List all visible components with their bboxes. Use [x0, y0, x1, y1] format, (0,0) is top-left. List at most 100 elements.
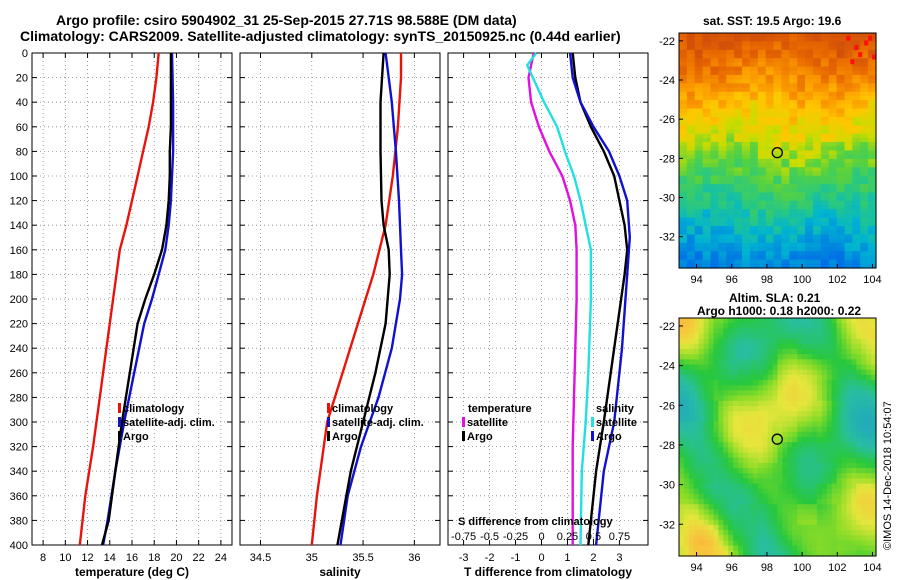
- map-cell: [864, 209, 869, 215]
- map-cell: [722, 259, 727, 265]
- map-cell: [836, 359, 843, 366]
- map-cell: [682, 196, 688, 202]
- map-cell: [742, 49, 747, 55]
- map-cell: [683, 545, 690, 552]
- map-cell: [812, 213, 818, 219]
- map-cell: [769, 108, 775, 114]
- map-cell: [812, 154, 818, 160]
- map-cell: [706, 79, 712, 84]
- map-cell: [856, 416, 862, 423]
- map-cell: [872, 175, 877, 181]
- map-cell: [745, 79, 751, 84]
- map-cell: [694, 242, 700, 248]
- map-cell: [745, 158, 751, 164]
- map-cell: [824, 62, 830, 68]
- map-cell: [856, 121, 861, 126]
- map-cell: [841, 359, 848, 366]
- map-cell: [708, 421, 715, 428]
- map-cell: [848, 37, 853, 42]
- map-cell: [694, 188, 700, 194]
- map-cell: [826, 426, 833, 433]
- map-cell: [765, 70, 771, 76]
- map-cell: [749, 247, 755, 252]
- map-cell: [777, 369, 784, 376]
- map-cell: [811, 468, 818, 474]
- map-cell: [793, 158, 798, 164]
- map-cell: [840, 142, 846, 147]
- map-cell: [698, 133, 704, 139]
- map-cell: [801, 112, 806, 118]
- map-cell: [866, 468, 872, 474]
- map-cell: [734, 238, 739, 244]
- map-cell: [836, 104, 842, 110]
- map-cell: [840, 259, 846, 265]
- map-cell: [728, 400, 734, 407]
- map-cell: [762, 323, 769, 329]
- map-cell: [683, 535, 690, 542]
- map-cell: [777, 540, 784, 547]
- map-cell: [802, 493, 808, 500]
- map-cell: [856, 328, 862, 335]
- map-cell: [812, 37, 818, 42]
- map-cell: [765, 188, 771, 194]
- map-cell: [683, 354, 690, 360]
- map-cell: [743, 550, 749, 557]
- map-cell: [828, 150, 834, 156]
- map-cell: [713, 349, 719, 355]
- map-cell: [749, 255, 755, 261]
- map-cell: [840, 112, 846, 118]
- map-cell: [793, 259, 798, 265]
- map-cell: [846, 343, 852, 350]
- map-cell: [722, 263, 727, 269]
- map-cell: [856, 133, 861, 139]
- map-cell: [718, 221, 723, 227]
- map-cell: [781, 100, 786, 105]
- map-cell: [828, 45, 834, 51]
- map-cell: [861, 473, 867, 479]
- map-cell: [861, 426, 867, 433]
- map-cell: [718, 473, 724, 479]
- map-cell: [840, 62, 846, 68]
- map-cell: [828, 171, 834, 177]
- map-cell: [690, 247, 696, 252]
- map-cell: [851, 540, 857, 547]
- map-cell: [832, 163, 838, 168]
- map-cell: [836, 179, 842, 185]
- map-cell: [710, 116, 716, 122]
- map-cell: [728, 421, 734, 428]
- map-cell: [706, 255, 712, 261]
- map-cell: [782, 457, 788, 464]
- map-cell: [848, 74, 853, 80]
- map-cell: [690, 209, 696, 215]
- map-cell: [738, 400, 744, 407]
- map-cell: [824, 175, 830, 181]
- map-cell: [745, 142, 751, 147]
- map-cell: [826, 530, 833, 536]
- map-cell: [757, 504, 764, 511]
- map-cell: [694, 104, 700, 110]
- map-cell: [772, 437, 779, 443]
- map-cell: [742, 70, 747, 76]
- map-cell: [811, 343, 818, 350]
- map-cell: [832, 188, 838, 194]
- map-cell: [805, 116, 810, 122]
- map-cell: [762, 504, 769, 511]
- map-cell: [816, 504, 823, 511]
- map-cell: [812, 41, 818, 47]
- map-cell: [816, 129, 822, 135]
- map-cell: [694, 87, 700, 93]
- map-cell: [856, 411, 862, 417]
- map-cell: [772, 426, 779, 433]
- map-cell: [777, 318, 784, 324]
- map-cell: [769, 133, 775, 139]
- map-cell: [871, 359, 877, 366]
- map-cell: [789, 188, 794, 194]
- map-cell: [816, 473, 823, 479]
- map-cell: [802, 457, 808, 464]
- map-cell: [761, 133, 767, 139]
- map-cell: [722, 104, 727, 110]
- map-cell: [816, 221, 822, 227]
- map-cell: [820, 91, 826, 97]
- map-cell: [733, 411, 739, 417]
- map-cell: [816, 251, 822, 257]
